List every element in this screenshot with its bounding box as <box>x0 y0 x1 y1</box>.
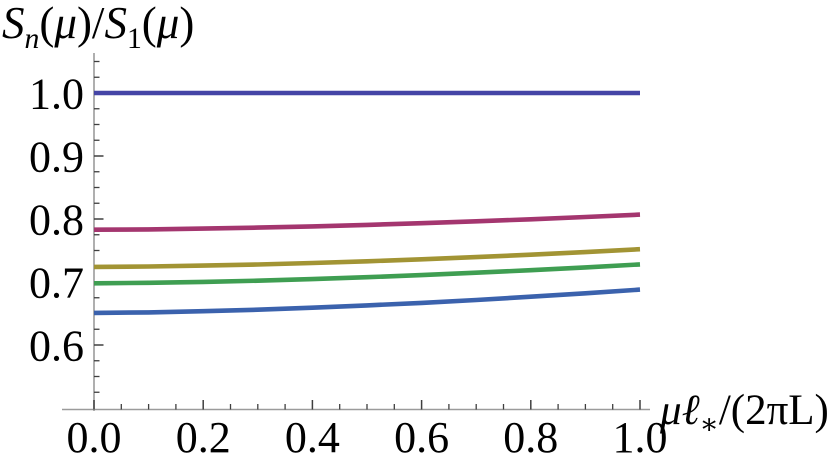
x-tick-label: 0.4 <box>285 413 340 462</box>
y-tick-label: 1.0 <box>29 70 84 119</box>
curve-5 <box>93 287 641 316</box>
y-tick-label: 0.6 <box>29 322 84 371</box>
y-tick-label: 0.7 <box>29 259 84 308</box>
x-tick-label: 0.2 <box>176 413 231 462</box>
title-S2: S <box>104 0 127 48</box>
x-tick-label: 0.6 <box>394 413 449 462</box>
title-paren2: ( <box>141 0 157 48</box>
x-axis-label: μℓ∗/(2πL) <box>660 387 829 439</box>
x-tick-label: 1.0 <box>613 413 668 462</box>
title-mu-1: μ <box>54 0 77 48</box>
xlabel-ell: ℓ <box>681 387 700 434</box>
xlabel-star: ∗ <box>699 409 719 441</box>
xlabel-rest: /(2πL) <box>718 387 829 434</box>
curve-4 <box>93 262 641 286</box>
curve-2 <box>93 212 641 232</box>
x-tick-label: 0.8 <box>503 413 558 462</box>
x-tick-label: 0.0 <box>67 413 122 462</box>
title-paren: ( <box>39 0 55 48</box>
title-sub-n: n <box>24 23 40 55</box>
y-axis-title: Sn(μ)/S1(μ) <box>2 0 195 54</box>
xlabel-mu: μ <box>660 387 682 434</box>
title-S1: S <box>2 0 25 48</box>
curve-3 <box>93 246 641 270</box>
title-slash: )/ <box>76 0 105 48</box>
title-paren3: ) <box>179 0 195 48</box>
title-mu-2: μ <box>156 0 180 48</box>
y-tick-label: 0.8 <box>29 196 84 245</box>
y-tick-label: 0.9 <box>29 133 84 182</box>
title-sub-1: 1 <box>126 23 142 55</box>
